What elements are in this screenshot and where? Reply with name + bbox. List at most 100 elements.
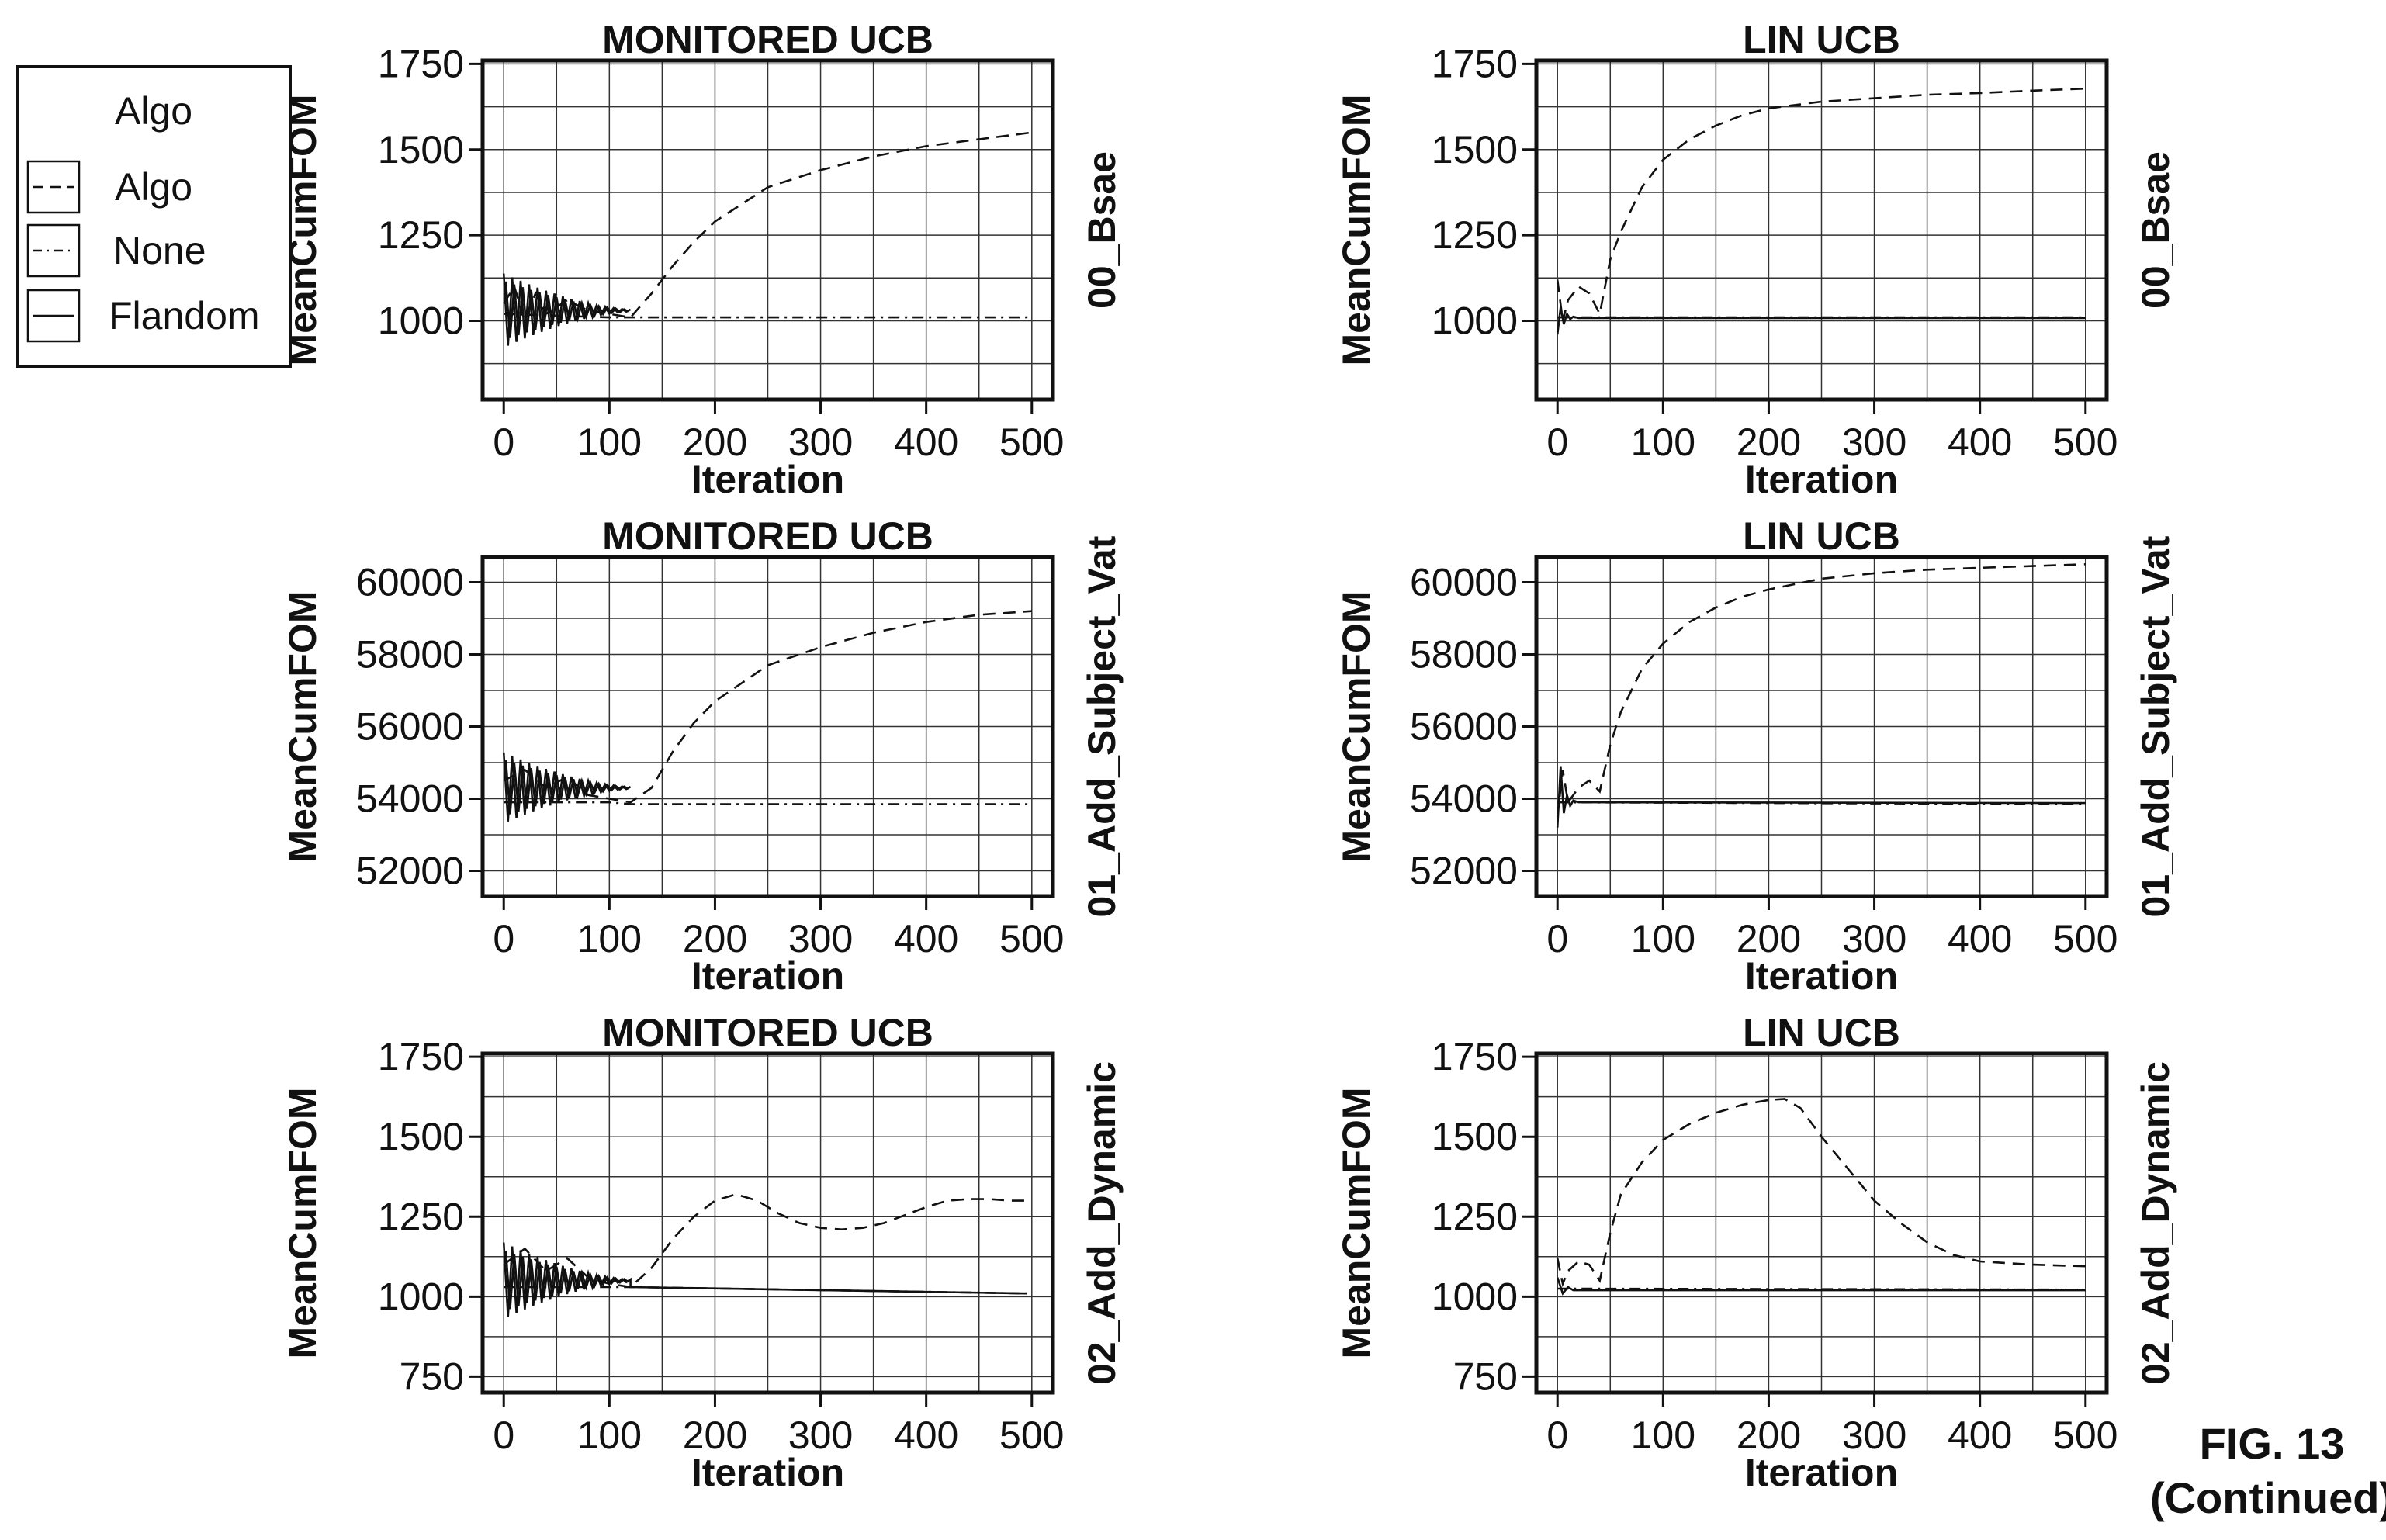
y-tick-label: 56000	[356, 705, 464, 749]
x-tick-label: 400	[894, 917, 958, 960]
y-axis-label: MeanCumFOM	[281, 591, 324, 863]
x-tick-label: 0	[493, 420, 514, 464]
x-tick-label: 300	[1842, 420, 1906, 464]
x-tick-label: 500	[999, 1414, 1064, 1457]
chart-panel: 0 100 200 300 400 500 1000 1250 1500 1750 LIN UCB I…	[1335, 18, 2177, 501]
y-tick-label: 54000	[1410, 777, 1518, 820]
x-tick-label: 500	[999, 420, 1064, 464]
x-axis-label: Iteration	[1745, 458, 1898, 501]
y-tick-label: 58000	[356, 633, 464, 677]
legend-item-algo: Algo	[26, 160, 192, 214]
x-axis-label: Iteration	[691, 954, 844, 998]
series-line-long-dash	[1556, 87, 2086, 321]
y-tick-label: 1250	[378, 1195, 464, 1238]
x-tick-label: 300	[788, 917, 853, 960]
x-tick-label: 500	[999, 917, 1064, 960]
y-tick-label: 1500	[378, 1115, 464, 1158]
plot-frame	[1534, 58, 2109, 402]
panel-strip-label: 02_Add_Dynamic	[2134, 1061, 2177, 1385]
legend-title: Algo	[115, 89, 192, 133]
plot-frame	[480, 58, 1055, 402]
panel-grid: 0 100 200 300 400 5001000125015001750MONITORE…	[281, 18, 2177, 1494]
panel-strip-label: 01_Add_Subject_Vat	[1080, 535, 1124, 917]
y-tick-label: 750	[1453, 1355, 1518, 1398]
series-line-solid	[1556, 1277, 2086, 1296]
chart-title: MONITORED UCB	[602, 514, 933, 558]
x-axis-label: Iteration	[1745, 1451, 1898, 1494]
legend-key-box	[26, 223, 81, 278]
x-tick-label: 400	[1948, 420, 2012, 464]
y-tick-label: 1500	[378, 128, 464, 171]
series-line-long-dash	[1556, 563, 2086, 817]
x-tick-label: 400	[1948, 1414, 2012, 1457]
x-tick-label: 300	[788, 1414, 853, 1457]
series-line-solid	[502, 752, 632, 822]
y-tick-label: 1750	[1432, 42, 1518, 85]
series-group	[502, 131, 1032, 346]
x-tick-label: 300	[1842, 917, 1906, 960]
y-tick-label: 1750	[378, 42, 464, 85]
x-tick-label: 300	[788, 420, 853, 464]
x-tick-label: 0	[493, 917, 514, 960]
figure-label-group: FIG. 13 (Continued)	[2150, 1419, 2386, 1522]
series-line-long-dash	[503, 610, 1032, 804]
legend-item-flandom: Flandom	[26, 289, 260, 343]
panel-strip-label: 00_Bsae	[2134, 151, 2177, 309]
chart-panel: 0 100 200 300 400 500 52000 54000 56000 58000 6000…	[281, 514, 1124, 998]
x-tick-label: 0	[1546, 1414, 1568, 1457]
y-tick-label: 1000	[378, 1275, 464, 1318]
chart-panel: 0 100 200 300 400 500 52000 54000 56000 58000 6000…	[1335, 514, 2177, 998]
x-tick-label: 400	[1948, 917, 2012, 960]
y-tick-label: 1750	[1432, 1035, 1518, 1078]
series-group	[1556, 1098, 2086, 1296]
series-group	[502, 1193, 1027, 1317]
x-tick-label: 200	[1737, 1414, 1801, 1457]
chart-title: LIN UCB	[1743, 514, 1900, 558]
y-tick-label: 1750	[378, 1035, 464, 1078]
plot-frame	[1534, 1051, 2109, 1395]
x-tick-label: 100	[1631, 1414, 1695, 1457]
y-tick-label: 1000	[1432, 299, 1518, 342]
y-tick-label: 1250	[1432, 1195, 1518, 1238]
x-tick-label: 100	[577, 917, 642, 960]
x-axis-label: Iteration	[691, 458, 844, 501]
y-axis-label: MeanCumFOM	[1335, 95, 1378, 366]
legend-label: Flandom	[109, 294, 260, 337]
x-tick-label: 200	[683, 420, 747, 464]
y-axis-label: MeanCumFOM	[1335, 1088, 1378, 1359]
chart-title: MONITORED UCB	[602, 18, 933, 61]
series-group	[1556, 87, 2086, 335]
chart-title: MONITORED UCB	[602, 1011, 933, 1054]
x-tick-label: 200	[683, 1414, 747, 1457]
x-tick-label: 200	[1737, 917, 1801, 960]
series-group	[502, 610, 1032, 822]
y-tick-label: 750	[400, 1355, 464, 1398]
x-tick-label: 100	[577, 420, 642, 464]
x-tick-label: 200	[1737, 420, 1801, 464]
legend-key-box	[26, 160, 81, 214]
series-group	[1556, 563, 2086, 828]
x-axis-label: Iteration	[691, 1451, 844, 1494]
panel-strip-label: 02_Add_Dynamic	[1080, 1061, 1124, 1385]
y-tick-label: 52000	[1410, 849, 1518, 892]
series-line-long-dash	[503, 131, 1032, 324]
y-tick-label: 60000	[1410, 561, 1518, 604]
chart-panel: 0 100 200 300 400 500 750 1000 1250 1500 1750 MONIT…	[281, 1011, 1124, 1494]
series-line-long-dash	[503, 1193, 1027, 1289]
figure-sublabel: (Continued)	[2150, 1473, 2386, 1522]
chart-panel: 0 100 200 300 400 500 750 1000 1250 1500 1750 LIN U…	[1335, 1011, 2177, 1494]
plot-frame	[480, 1051, 1055, 1395]
series-line-solid	[1556, 306, 2086, 335]
x-tick-label: 500	[2053, 917, 2118, 960]
x-axis-label: Iteration	[1745, 954, 1898, 998]
x-tick-label: 0	[1546, 420, 1568, 464]
legend-item-none: None	[26, 223, 206, 278]
y-tick-label: 1000	[1432, 1275, 1518, 1318]
y-tick-label: 56000	[1410, 705, 1518, 749]
series-line-dash-dot	[504, 801, 1032, 805]
y-axis-label: MeanCumFOM	[281, 95, 324, 366]
series-line-solid	[1556, 766, 2086, 828]
panel-strip-label: 00_Bsae	[1080, 151, 1124, 309]
y-tick-label: 1250	[1432, 213, 1518, 257]
